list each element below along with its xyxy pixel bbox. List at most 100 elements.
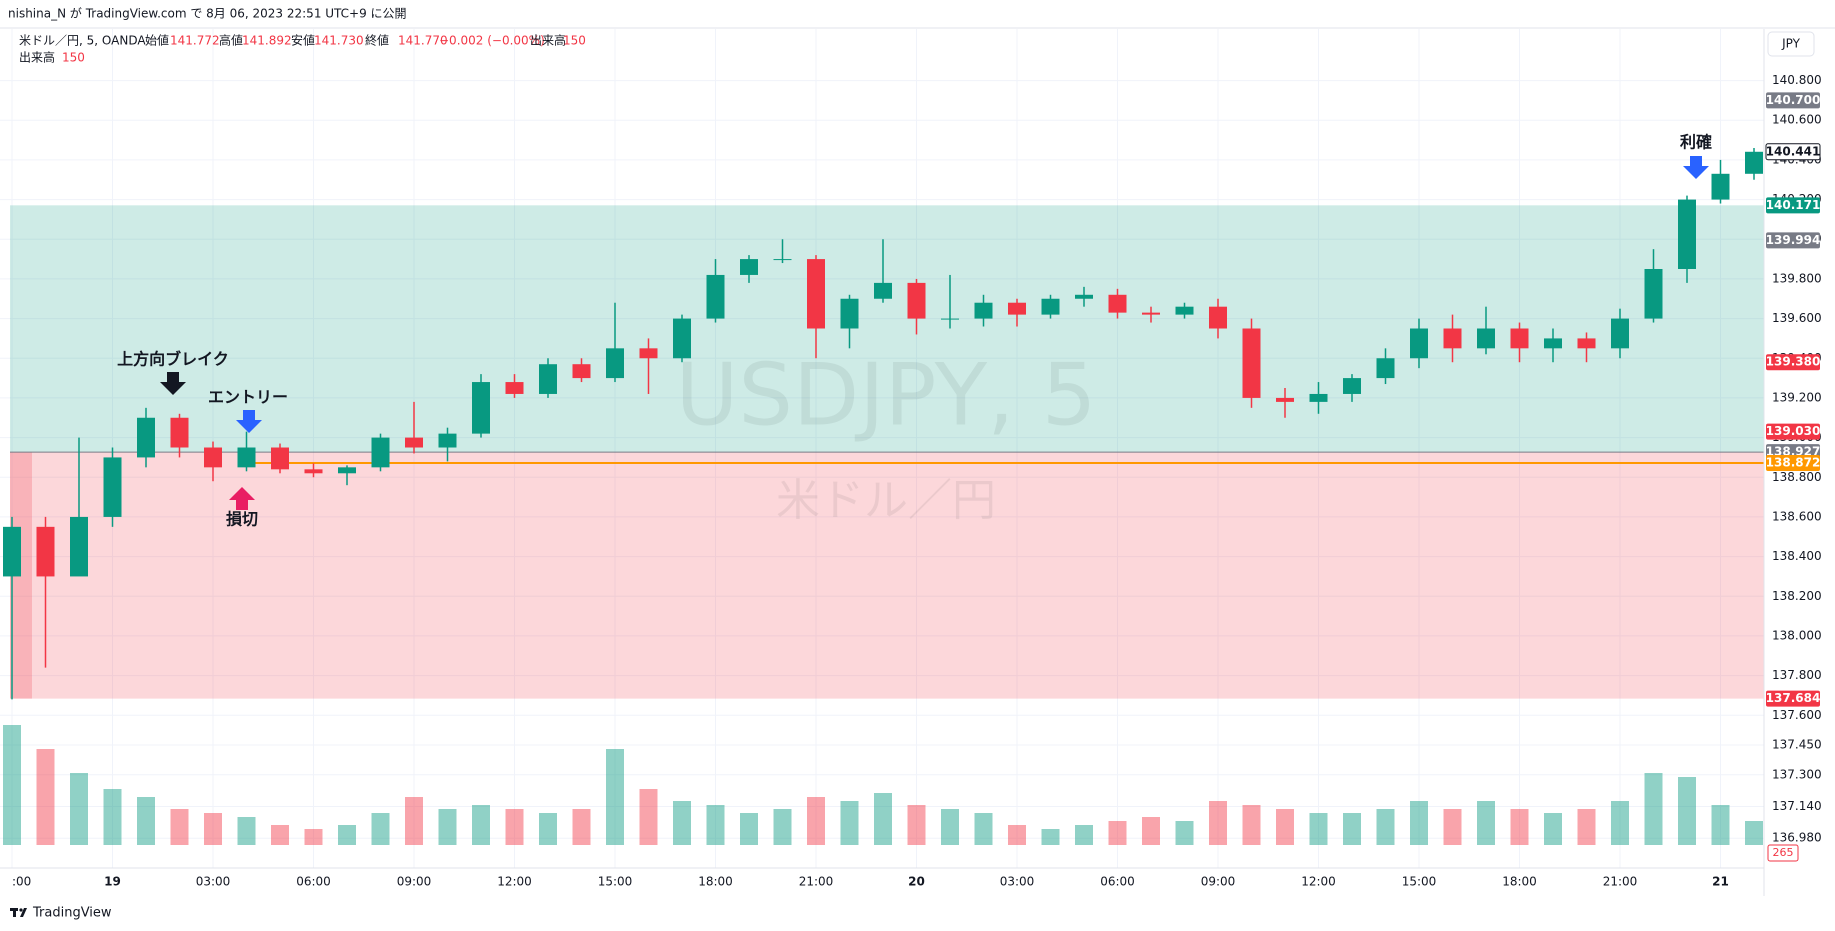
candle-body bbox=[874, 282, 892, 299]
price-badge bbox=[1766, 92, 1820, 109]
volume-bar bbox=[1443, 809, 1462, 845]
candle-body bbox=[1108, 294, 1127, 313]
candle-body bbox=[1343, 378, 1361, 394]
y-tick-label: 138.400 bbox=[1772, 549, 1822, 563]
open-label: 始値 bbox=[145, 33, 169, 48]
volume-bar bbox=[941, 809, 959, 845]
x-tick-label: 03:00 bbox=[196, 875, 231, 889]
candle-body bbox=[907, 282, 926, 319]
x-tick-label: 12:00 bbox=[1301, 875, 1336, 889]
candle-body bbox=[1075, 294, 1093, 299]
volume-bar bbox=[1510, 809, 1529, 845]
low-label: 安値 bbox=[291, 33, 315, 48]
y-tick-label: 137.300 bbox=[1772, 767, 1822, 781]
grid bbox=[0, 29, 1764, 868]
footer: TradingView bbox=[32, 906, 112, 921]
price-badge-label: 139.994 bbox=[1766, 233, 1821, 247]
volume-bar bbox=[1075, 825, 1093, 845]
candle-body bbox=[706, 274, 725, 319]
y-tick-label: 138.600 bbox=[1772, 509, 1822, 523]
volume-bar bbox=[137, 797, 155, 845]
price-axis: 140.800140.600140.400140.200140.000139.8… bbox=[1765, 73, 1822, 862]
annotation-stop: 損切 bbox=[226, 510, 258, 529]
currency-button[interactable] bbox=[1767, 31, 1815, 57]
candle-body bbox=[137, 417, 155, 458]
volume-bar bbox=[405, 797, 423, 845]
candle-body bbox=[1745, 151, 1763, 174]
y-tick-label: 140.600 bbox=[1772, 113, 1822, 127]
volume-bar bbox=[572, 809, 591, 845]
publisher: nishina_N が TradingView.com で 8月 06, 202… bbox=[8, 6, 407, 21]
price-badge bbox=[1765, 143, 1821, 161]
volume-bar bbox=[103, 789, 122, 845]
arrow-up bbox=[229, 487, 255, 510]
arrow-down bbox=[1683, 156, 1709, 179]
y-tick-label: 137.450 bbox=[1772, 738, 1822, 752]
volume-bar bbox=[1376, 809, 1395, 845]
candle-body bbox=[1276, 397, 1294, 402]
watermark: USDJPY, 5 bbox=[675, 345, 1096, 445]
annotation-breakout: 上方向ブレイク bbox=[117, 350, 229, 369]
low-value: 141.730 bbox=[314, 34, 364, 48]
volume-value: 150 bbox=[563, 34, 586, 48]
candle-body bbox=[1644, 268, 1663, 319]
volume-bar bbox=[706, 805, 725, 845]
candle-body bbox=[1544, 338, 1562, 349]
high-label: 高値 bbox=[219, 33, 243, 48]
volume-bar bbox=[606, 749, 624, 845]
volume-bar bbox=[1611, 801, 1629, 845]
candle-body bbox=[204, 447, 222, 468]
volume-bar bbox=[1108, 821, 1127, 845]
candle-body bbox=[304, 469, 323, 474]
candle-body bbox=[371, 437, 390, 468]
volume-bar bbox=[1309, 813, 1328, 845]
volume bbox=[3, 725, 1763, 845]
y-tick-label: 139.600 bbox=[1772, 311, 1822, 325]
volume-bar bbox=[371, 813, 390, 845]
volume-badge-label: 265 bbox=[1773, 846, 1794, 859]
volume-bar bbox=[1242, 805, 1261, 845]
x-tick-label: 06:00 bbox=[1100, 875, 1135, 889]
volume-bar bbox=[1175, 821, 1194, 845]
volume-bar bbox=[1477, 801, 1495, 845]
candle-body bbox=[1510, 328, 1529, 349]
watermark-sub: 米ドル／円 bbox=[776, 475, 996, 526]
candle-body bbox=[1711, 173, 1730, 200]
y-tick-label: 140.800 bbox=[1772, 73, 1822, 87]
candle-body bbox=[1209, 306, 1227, 329]
candle-body bbox=[237, 447, 256, 468]
candle-body bbox=[1242, 328, 1261, 398]
x-tick-label: 18:00 bbox=[1502, 875, 1537, 889]
candle-body bbox=[941, 318, 959, 320]
candle-body bbox=[1309, 393, 1328, 402]
volume-bar bbox=[1678, 777, 1696, 845]
volume-bar bbox=[237, 817, 256, 845]
candle-body bbox=[807, 259, 825, 329]
y-tick-label: 138.200 bbox=[1772, 589, 1822, 603]
close-value: 141.770 bbox=[398, 34, 448, 48]
x-tick-label: 19 bbox=[104, 875, 121, 889]
price-badge bbox=[1766, 197, 1820, 214]
price-badge bbox=[1766, 690, 1820, 707]
candle-body bbox=[3, 526, 21, 577]
symbol: 米ドル／円, 5, OANDA bbox=[19, 34, 146, 48]
volume-bar bbox=[639, 789, 658, 845]
candle-body bbox=[606, 348, 624, 379]
volume-bar bbox=[1745, 821, 1763, 845]
candle-body bbox=[1577, 338, 1596, 349]
candles bbox=[3, 148, 1763, 700]
currency[interactable]: JPY bbox=[1781, 37, 1801, 51]
x-tick-label: 21:00 bbox=[1603, 875, 1638, 889]
y-tick-label: 139.200 bbox=[1772, 390, 1822, 404]
volume-bar bbox=[1711, 805, 1730, 845]
candle-body bbox=[1678, 199, 1696, 269]
x-tick-label: :00 bbox=[12, 875, 31, 889]
candle-body bbox=[472, 382, 490, 434]
price-badge-label: 138.872 bbox=[1766, 455, 1821, 469]
candle-body bbox=[639, 348, 658, 359]
volume-row-label: 出来高 bbox=[19, 50, 55, 65]
x-tick-label: 09:00 bbox=[1201, 875, 1236, 889]
y-tick-label: 137.140 bbox=[1772, 799, 1822, 813]
volume-bar bbox=[438, 809, 457, 845]
